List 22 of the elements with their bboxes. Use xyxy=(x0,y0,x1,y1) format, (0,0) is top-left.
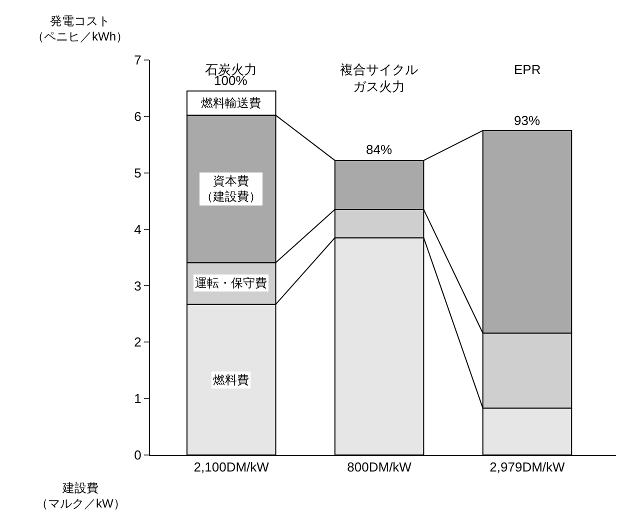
y-tick-label: 6 xyxy=(134,108,142,124)
series-label: 燃料輸送費 xyxy=(201,96,261,110)
annotation: EPR xyxy=(514,62,541,77)
x-axis-title: 建設費（マルク／kW） xyxy=(36,481,126,511)
y-tick-label: 3 xyxy=(134,278,142,294)
series-label: 運転・保守費 xyxy=(195,276,267,290)
x-tick-label: 2,979DM/kW xyxy=(490,460,566,475)
y-tick-label: 0 xyxy=(134,448,142,463)
series-label: 燃料費 xyxy=(213,373,249,387)
x-tick-label: 800DM/kW xyxy=(347,460,412,475)
y-tick-label: 1 xyxy=(134,391,142,406)
x-tick-label: 2,100DM/kW xyxy=(194,460,270,475)
y-axis-title: 発電コスト（ペニヒ／kWh） xyxy=(32,14,128,44)
annotation: 石炭火力 xyxy=(205,62,257,77)
y-tick-label: 7 xyxy=(134,52,142,68)
annotation: 複合サイクルガス火力 xyxy=(340,62,418,94)
series-label: 資本費（建設費） xyxy=(201,174,261,204)
y-tick-label: 5 xyxy=(134,165,142,180)
y-tick-label: 4 xyxy=(134,222,142,237)
y-tick-label: 2 xyxy=(134,334,142,350)
annotation: 84% xyxy=(366,142,392,157)
annotation: 93% xyxy=(514,113,540,128)
